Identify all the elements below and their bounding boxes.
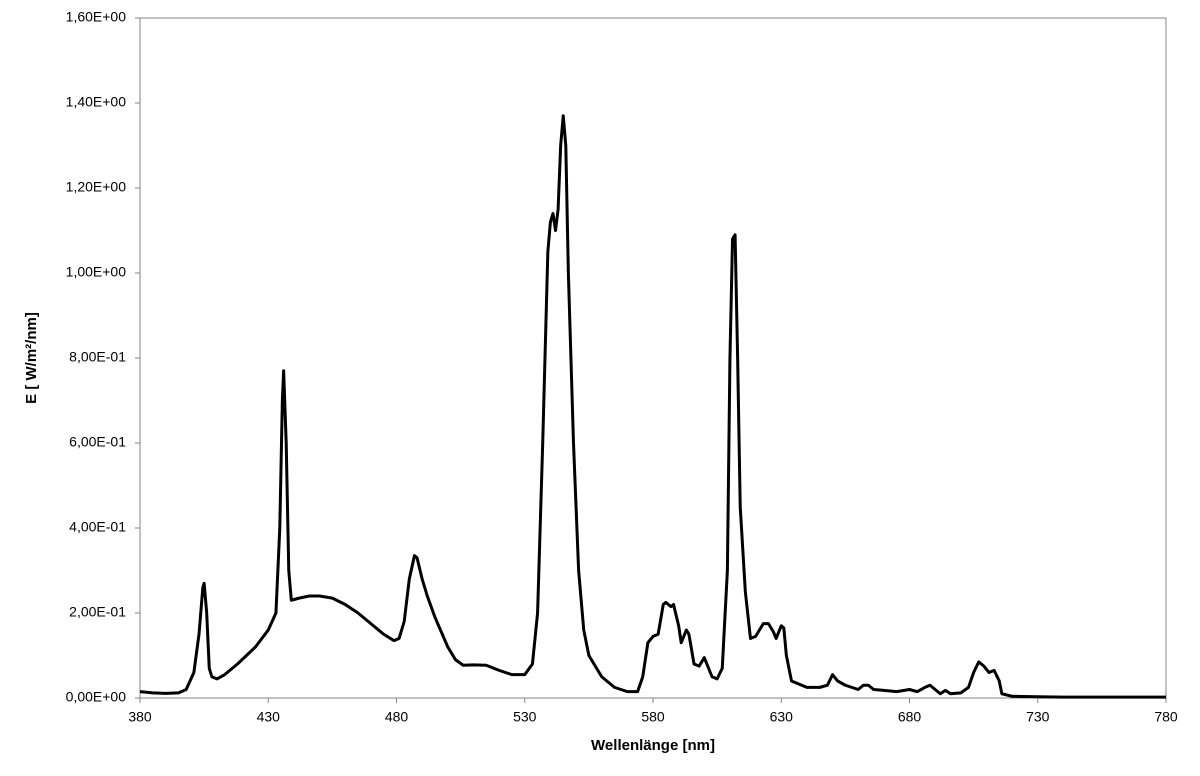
- y-tick-label: 1,00E+00: [66, 264, 127, 280]
- y-tick-label: 0,00E+00: [66, 689, 127, 705]
- y-tick-label: 8,00E-01: [69, 349, 126, 365]
- y-axis-title: E [ W/m²/nm]: [23, 312, 40, 404]
- y-tick-label: 1,40E+00: [66, 94, 127, 110]
- y-tick-label: 2,00E-01: [69, 604, 126, 620]
- x-tick-label: 730: [1026, 709, 1050, 725]
- x-tick-label: 480: [385, 709, 409, 725]
- y-tick-label: 1,60E+00: [66, 9, 127, 25]
- x-tick-label: 380: [128, 709, 152, 725]
- x-axis-title: Wellenlänge [nm]: [591, 737, 715, 754]
- plot-frame: [139, 17, 1167, 699]
- x-tick-label: 580: [641, 709, 665, 725]
- x-tick-label: 430: [257, 709, 281, 725]
- x-tick-label: 630: [770, 709, 794, 725]
- x-tick-label: 780: [1154, 709, 1178, 725]
- y-tick-label: 4,00E-01: [69, 519, 126, 535]
- x-tick-label: 680: [898, 709, 922, 725]
- x-tick-label: 530: [513, 709, 537, 725]
- y-tick-label: 6,00E-01: [69, 434, 126, 450]
- spectrum-line: [139, 114, 1166, 699]
- y-tick-label: 1,20E+00: [66, 179, 127, 195]
